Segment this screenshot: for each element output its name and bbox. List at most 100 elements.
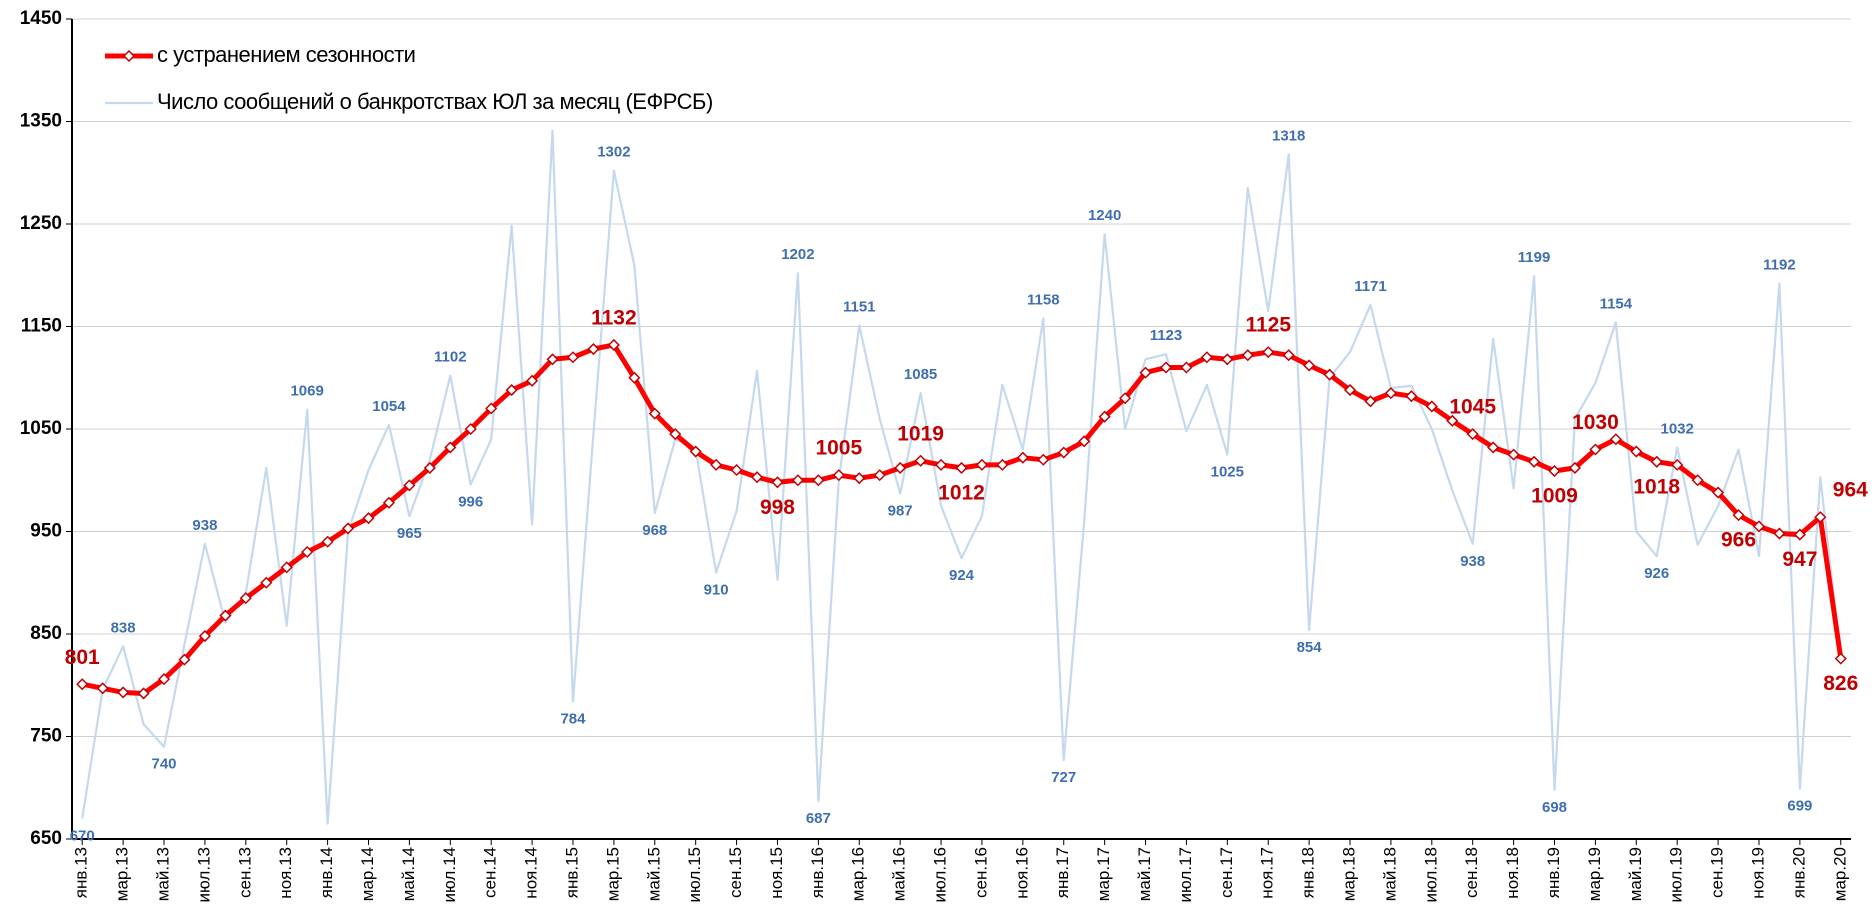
data-label: 1069 xyxy=(290,382,323,399)
x-tick-label: мар.20 xyxy=(1830,847,1849,901)
x-tick-label: мар.13 xyxy=(113,847,132,901)
y-tick-label: 1450 xyxy=(20,8,62,29)
point-marker xyxy=(1262,346,1275,359)
x-tick-label: ноя.13 xyxy=(276,847,295,899)
data-label: 965 xyxy=(397,525,422,542)
point-marker xyxy=(1609,433,1622,446)
data-label: 854 xyxy=(1297,639,1323,656)
point-marker xyxy=(1487,441,1500,454)
point-marker xyxy=(710,458,723,471)
data-label: 1154 xyxy=(1600,295,1633,312)
data-label: 1240 xyxy=(1088,207,1121,224)
data-label: 926 xyxy=(1644,565,1669,582)
point-marker xyxy=(607,338,620,352)
x-tick-label: янв.19 xyxy=(1544,847,1563,898)
point-marker xyxy=(301,545,314,559)
data-label: 784 xyxy=(560,711,586,728)
point-marker xyxy=(1814,511,1827,524)
point-marker xyxy=(505,383,518,397)
data-label: 1158 xyxy=(1027,291,1060,308)
point-marker xyxy=(198,629,211,643)
data-label: 1005 xyxy=(815,437,862,460)
x-tick-label: сен.14 xyxy=(481,847,500,898)
x-tick-label: сен.13 xyxy=(235,847,254,898)
data-label: 998 xyxy=(760,496,795,519)
point-marker xyxy=(955,461,968,475)
y-tick-label: 950 xyxy=(30,521,62,542)
x-tick-label: сен.17 xyxy=(1217,847,1236,898)
point-marker xyxy=(1589,443,1602,456)
point-marker xyxy=(76,678,89,691)
data-label: 1202 xyxy=(781,246,814,263)
data-label: 1199 xyxy=(1518,249,1551,266)
series-line xyxy=(81,129,1842,825)
point-marker xyxy=(853,472,866,485)
point-marker xyxy=(1405,390,1418,403)
data-label: 698 xyxy=(1542,799,1567,816)
x-tick-label: янв.15 xyxy=(562,847,581,898)
point-marker xyxy=(894,461,907,475)
point-marker xyxy=(750,471,764,484)
x-tick-label: сен.15 xyxy=(726,847,745,898)
data-label: 1318 xyxy=(1272,127,1305,144)
point-marker xyxy=(730,463,743,477)
data-label: 727 xyxy=(1051,769,1076,786)
point-marker xyxy=(137,687,150,700)
point-marker xyxy=(628,371,641,384)
data-label: 740 xyxy=(152,756,177,773)
point-marker xyxy=(1241,349,1254,362)
data-label: 1032 xyxy=(1661,420,1694,437)
x-tick-label: июл.18 xyxy=(1421,847,1440,902)
x-tick-label: ноя.16 xyxy=(1012,847,1031,899)
data-label: 938 xyxy=(192,517,217,534)
point-marker xyxy=(1221,353,1234,366)
data-label: 838 xyxy=(111,619,136,636)
legend-label: с устранением сезонности xyxy=(157,42,415,67)
x-tick-label: сен.18 xyxy=(1462,847,1481,898)
data-label: 987 xyxy=(888,503,913,520)
point-marker xyxy=(669,428,682,441)
x-tick-label: май.15 xyxy=(644,847,663,901)
x-tick-label: янв.17 xyxy=(1053,847,1072,898)
y-tick-label: 750 xyxy=(30,726,62,747)
x-tick-label: янв.16 xyxy=(808,847,827,898)
x-tick-label: сен.19 xyxy=(1708,847,1727,898)
x-tick-label: май.14 xyxy=(399,847,418,901)
point-marker xyxy=(178,653,191,666)
point-marker xyxy=(546,353,559,366)
point-marker xyxy=(1139,366,1152,379)
y-tick-label: 1250 xyxy=(20,213,62,234)
point-marker xyxy=(1057,446,1070,459)
data-label: 1012 xyxy=(938,481,985,504)
x-tick-label: июл.19 xyxy=(1667,847,1686,902)
data-label: 924 xyxy=(949,567,975,584)
point-marker xyxy=(485,402,498,415)
point-marker xyxy=(1282,349,1295,362)
data-label: 938 xyxy=(1460,553,1485,570)
point-marker xyxy=(239,592,252,605)
data-label: 910 xyxy=(704,581,729,598)
point-marker xyxy=(914,454,927,467)
point-marker xyxy=(791,474,804,487)
x-tick-label: май.19 xyxy=(1626,847,1645,901)
point-marker xyxy=(1180,361,1193,374)
data-label: 1123 xyxy=(1150,327,1183,344)
x-tick-label: май.16 xyxy=(890,847,909,901)
point-marker xyxy=(648,407,661,420)
data-label: 1192 xyxy=(1763,256,1796,273)
point-marker xyxy=(996,458,1009,471)
legend-marker xyxy=(122,49,136,63)
point-marker xyxy=(587,342,600,356)
data-label: 1018 xyxy=(1633,475,1680,498)
y-tick-label: 1350 xyxy=(20,111,62,132)
data-label: 1102 xyxy=(434,349,467,366)
point-marker xyxy=(1671,458,1684,471)
point-marker xyxy=(1568,461,1582,475)
x-tick-label: июл.17 xyxy=(1176,847,1195,902)
x-tick-label: июл.16 xyxy=(931,847,950,902)
point-marker xyxy=(219,609,232,622)
point-marker xyxy=(1159,361,1173,374)
x-tick-label: май.18 xyxy=(1380,847,1399,901)
x-tick-label: июл.13 xyxy=(194,847,213,902)
